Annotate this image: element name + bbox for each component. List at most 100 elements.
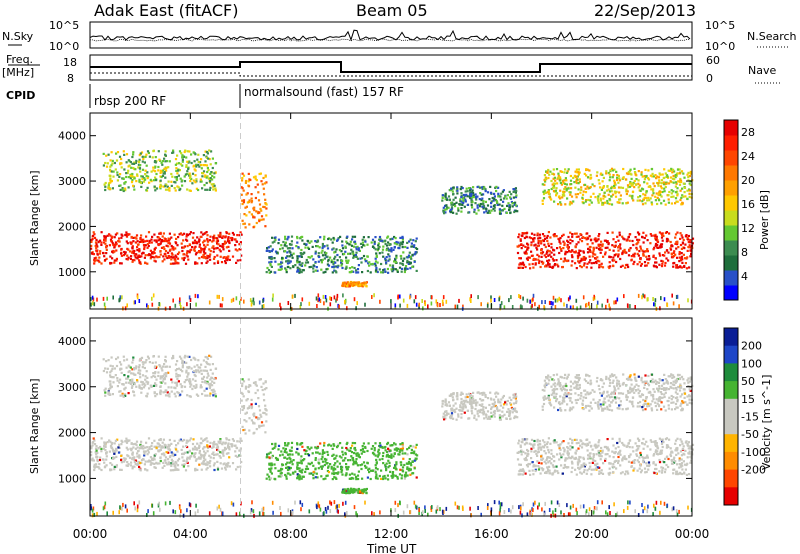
- velocity-cell: [242, 405, 246, 408]
- power-cell: [176, 185, 179, 188]
- velocity-cell: [102, 369, 105, 373]
- power-cell: [190, 153, 193, 156]
- velocity-cell: [189, 395, 192, 398]
- power-cell: [516, 210, 519, 213]
- power-cell: [355, 248, 358, 251]
- power-cell: [353, 240, 357, 243]
- power-cell: [152, 149, 155, 152]
- power-cell: [582, 190, 585, 193]
- power-cell: [475, 198, 478, 201]
- power-cell: [196, 236, 199, 239]
- velocity-cell: [119, 390, 122, 393]
- velocity-cell: [170, 378, 173, 381]
- velocity-cell: [177, 442, 180, 445]
- velocity-cell: [216, 446, 220, 449]
- power-cell: [104, 242, 107, 245]
- power-cell: [287, 235, 290, 238]
- velocity-cell: [350, 476, 353, 480]
- velocity-cell: [255, 428, 258, 431]
- power-cell: [296, 241, 299, 244]
- power-cell: [256, 212, 260, 215]
- velocity-cell: [347, 465, 350, 469]
- power-cell: [667, 182, 671, 185]
- velocity-cell: [110, 443, 113, 446]
- power-cell: [284, 250, 287, 253]
- power-cell: [176, 172, 179, 175]
- velocity-cell: [168, 392, 171, 395]
- velocity-cell: [232, 439, 235, 442]
- velocity-cell: [177, 468, 180, 471]
- power-cell: [500, 192, 503, 195]
- power-cell: [538, 260, 541, 263]
- power-cell: [95, 259, 98, 262]
- velocity-cell: [127, 392, 130, 395]
- power-cell: [98, 252, 102, 255]
- velocity-cell: [174, 453, 177, 456]
- power-cell: [109, 188, 112, 191]
- power-cell: [204, 174, 207, 177]
- power-cell: [606, 241, 609, 244]
- power-cell: [147, 305, 149, 309]
- power-cell: [301, 262, 304, 265]
- velocity-cell: [375, 461, 378, 464]
- power-cell: [637, 179, 640, 182]
- power-cell: [168, 256, 171, 259]
- velocity-cell: [186, 440, 190, 443]
- power-cell: [225, 257, 228, 260]
- power-cell: [557, 237, 560, 240]
- velocity-cell: [206, 440, 209, 443]
- velocity-cell: [296, 463, 299, 467]
- velocity-cell: [168, 448, 172, 452]
- power-cell: [673, 250, 676, 253]
- velocity-cell: [170, 442, 173, 445]
- power-cell: [316, 245, 319, 248]
- velocity-cell: [240, 460, 243, 464]
- power-cell: [424, 302, 426, 306]
- velocity-cell: [153, 462, 156, 465]
- power-cell: [471, 189, 474, 192]
- power-cell: [552, 189, 556, 192]
- velocity-cell: [224, 468, 227, 471]
- power-cell: [244, 206, 247, 209]
- power-cell: [546, 263, 550, 266]
- velocity-cell: [226, 464, 229, 467]
- power-cell: [372, 245, 375, 248]
- power-cell: [305, 258, 308, 262]
- power-cell: [123, 153, 126, 156]
- power-cell: [361, 241, 364, 244]
- power-cell: [157, 236, 160, 239]
- power-cell: [235, 240, 239, 243]
- power-cell: [146, 246, 149, 249]
- power-cell: [540, 252, 543, 255]
- power-cell: [537, 255, 541, 258]
- velocity-cell: [334, 476, 337, 479]
- velocity-cell: [290, 441, 294, 444]
- power-cell: [150, 180, 153, 183]
- power-cell: [314, 240, 317, 243]
- velocity-cell: [161, 369, 164, 372]
- velocity-cell: [212, 442, 215, 445]
- power-cell: [579, 249, 582, 253]
- velocity-cell: [103, 445, 106, 448]
- power-cell: [154, 170, 157, 173]
- velocity-cell: [124, 457, 127, 460]
- velocity-cell: [213, 381, 216, 384]
- power-cell: [164, 252, 167, 255]
- velocity-cell: [205, 369, 209, 372]
- power-cell: [343, 281, 346, 284]
- velocity-cell: [377, 454, 380, 457]
- power-cell: [131, 251, 134, 254]
- power-cell: [314, 269, 317, 272]
- power-cell: [551, 183, 554, 186]
- velocity-cell: [198, 463, 201, 466]
- power-cell: [498, 210, 502, 213]
- power-cell: [132, 252, 135, 255]
- velocity-cell: [159, 375, 162, 378]
- velocity-cell: [389, 455, 393, 458]
- power-cell: [271, 248, 274, 251]
- power-cell: [658, 231, 661, 234]
- power-cell: [632, 262, 635, 266]
- power-cell: [131, 175, 134, 179]
- velocity-cell: [398, 473, 402, 476]
- power-cell: [142, 238, 145, 241]
